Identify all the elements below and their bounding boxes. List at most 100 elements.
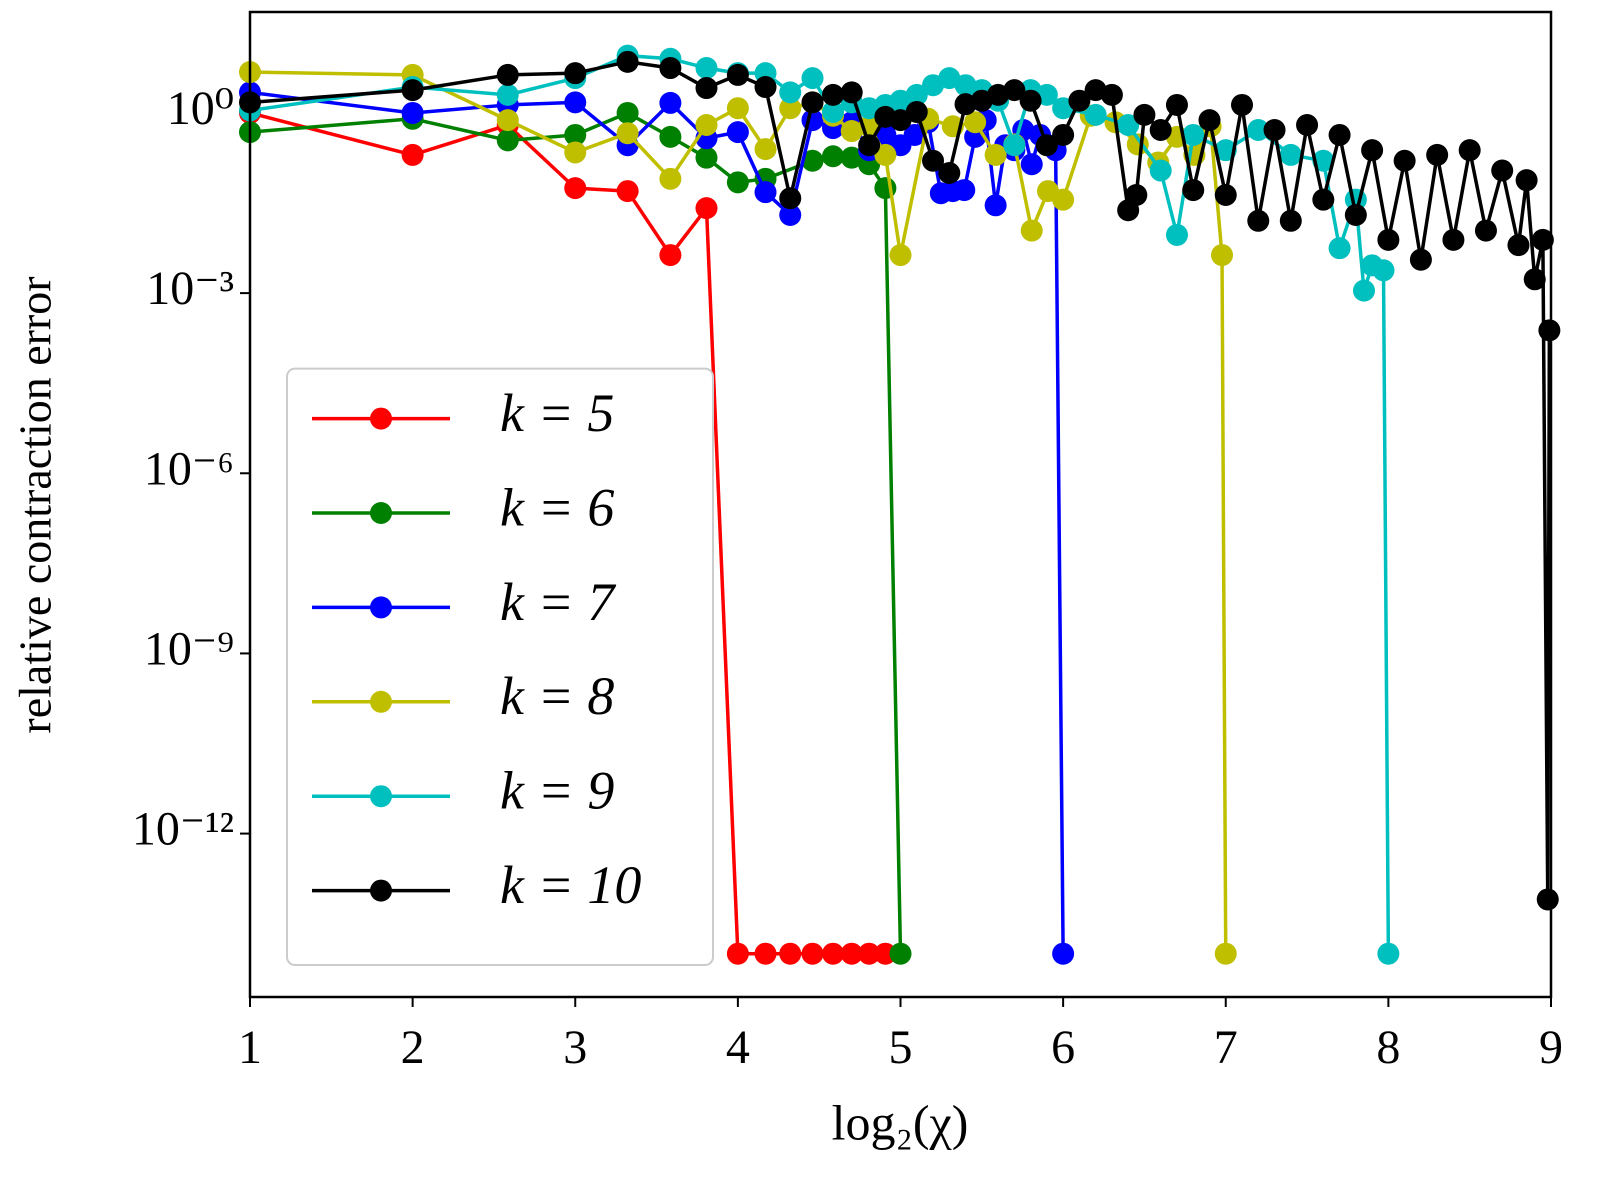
data-point	[1149, 159, 1172, 182]
legend: k = 5 k = 6 k = 7 k = 8 k = 9 k = 10	[286, 367, 714, 967]
data-point	[1003, 79, 1026, 102]
data-point	[1474, 219, 1497, 242]
x-tick-label: 5	[889, 1021, 913, 1074]
data-point	[858, 134, 881, 157]
data-point	[822, 145, 845, 168]
series	[239, 101, 912, 965]
data-point	[1165, 93, 1188, 116]
data-point	[1352, 279, 1375, 302]
data-point	[695, 114, 718, 137]
legend-label: k = 7	[500, 572, 616, 632]
data-point	[1372, 259, 1395, 282]
data-point	[801, 149, 824, 172]
data-point	[822, 83, 845, 106]
data-point	[496, 109, 519, 132]
data-point	[1100, 83, 1123, 106]
data-point	[1084, 103, 1107, 126]
data-point	[616, 101, 639, 124]
data-point	[695, 77, 718, 100]
legend-marker	[370, 879, 392, 902]
x-axis-label: log₂(χ)	[832, 1094, 969, 1150]
data-point	[726, 942, 749, 965]
data-point	[496, 83, 519, 106]
data-point	[659, 91, 682, 114]
y-tick-label: 10⁻⁶	[144, 442, 234, 495]
data-point	[905, 83, 928, 106]
data-point	[964, 111, 987, 134]
data-point	[953, 179, 976, 202]
data-point	[564, 123, 587, 146]
data-point	[1052, 123, 1075, 146]
data-point	[1231, 93, 1254, 116]
data-point	[1020, 219, 1043, 242]
data-point	[564, 177, 587, 200]
data-point	[1247, 119, 1270, 142]
data-point	[779, 942, 802, 965]
data-point	[659, 244, 682, 267]
data-point	[1426, 143, 1449, 166]
data-point	[564, 141, 587, 164]
data-point	[401, 143, 424, 166]
data-point	[1211, 244, 1234, 267]
data-point	[1279, 209, 1302, 232]
data-point	[1409, 248, 1432, 271]
y-axis-label: relative contraction error	[10, 276, 61, 733]
data-point	[401, 79, 424, 102]
x-tick-label: 6	[1051, 1021, 1075, 1074]
data-point	[1312, 188, 1335, 211]
y-tick-label: 10⁻³	[146, 262, 234, 315]
data-point	[874, 143, 897, 166]
data-point	[1515, 169, 1538, 192]
data-point	[1328, 123, 1351, 146]
data-point	[695, 57, 718, 80]
data-point	[1214, 942, 1237, 965]
data-point	[1214, 184, 1237, 207]
data-point	[1536, 888, 1559, 911]
x-tick-label: 9	[1539, 1021, 1563, 1074]
data-point	[726, 97, 749, 120]
data-point	[496, 63, 519, 86]
data-point	[1035, 134, 1058, 157]
data-point	[1279, 143, 1302, 166]
data-point	[726, 171, 749, 194]
data-point	[1117, 114, 1140, 137]
data-point	[1052, 188, 1075, 211]
data-point	[1165, 223, 1188, 246]
data-point	[564, 91, 587, 114]
data-point	[659, 125, 682, 148]
data-point	[1377, 228, 1400, 251]
data-point	[801, 91, 824, 114]
y-tick-label: 10⁰	[167, 82, 234, 135]
data-point	[616, 122, 639, 145]
legend-label: k = 6	[500, 477, 614, 537]
data-point	[1182, 179, 1205, 202]
data-point	[822, 100, 845, 123]
data-point	[754, 181, 777, 204]
data-point	[1125, 184, 1148, 207]
data-point	[905, 100, 928, 123]
legend-label: k = 5	[500, 383, 614, 443]
data-point	[889, 109, 912, 132]
x-tick-label: 4	[726, 1021, 750, 1074]
data-point	[1393, 149, 1416, 172]
data-point	[616, 50, 639, 73]
data-point	[840, 146, 863, 169]
data-point	[695, 197, 718, 220]
legend-label: k = 8	[500, 666, 614, 726]
x-tick-label: 3	[563, 1021, 587, 1074]
data-point	[984, 194, 1007, 217]
data-point	[874, 942, 897, 965]
legend-label: k = 9	[500, 761, 614, 821]
data-point	[726, 121, 749, 144]
x-tick-label: 1	[238, 1021, 262, 1074]
data-point	[938, 162, 961, 185]
data-point	[1133, 103, 1156, 126]
data-point	[1068, 89, 1091, 112]
data-point	[779, 97, 802, 120]
data-point	[1149, 119, 1172, 142]
data-point	[754, 76, 777, 99]
data-point	[496, 129, 519, 152]
data-point	[779, 203, 802, 226]
data-point	[754, 138, 777, 161]
